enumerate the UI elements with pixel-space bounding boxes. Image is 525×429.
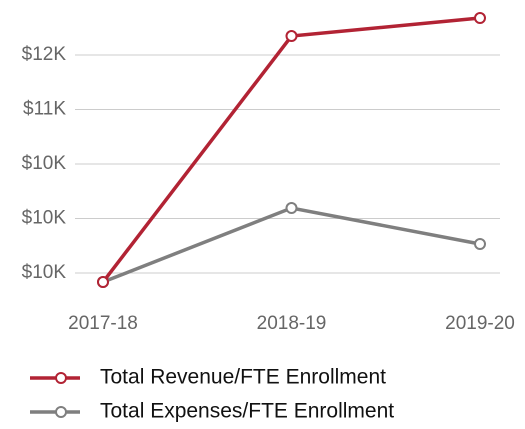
point bbox=[97, 276, 109, 289]
legend-marker bbox=[55, 406, 67, 418]
series-line bbox=[102, 206, 481, 284]
legend-label: Total Revenue/FTE Enrollment bbox=[100, 366, 386, 389]
legend-marker bbox=[55, 372, 67, 384]
y-tick-label: $12K bbox=[22, 44, 67, 65]
point bbox=[285, 202, 298, 215]
y-tick-label: $10K bbox=[22, 262, 67, 283]
point bbox=[474, 238, 486, 251]
point bbox=[474, 12, 486, 25]
y-tick-label: $10K bbox=[22, 153, 67, 174]
point bbox=[285, 30, 298, 43]
y-tick-label: $11K bbox=[23, 99, 66, 120]
x-tick-label: 2017-18 bbox=[68, 313, 138, 334]
x-tick-label: 2018-19 bbox=[257, 313, 327, 334]
x-tick-label: 2019-20 bbox=[445, 313, 515, 334]
legend-label: Total Expenses/FTE Enrollment bbox=[100, 400, 394, 423]
series-line bbox=[101, 16, 481, 284]
y-tick-label: $10K bbox=[22, 208, 67, 229]
